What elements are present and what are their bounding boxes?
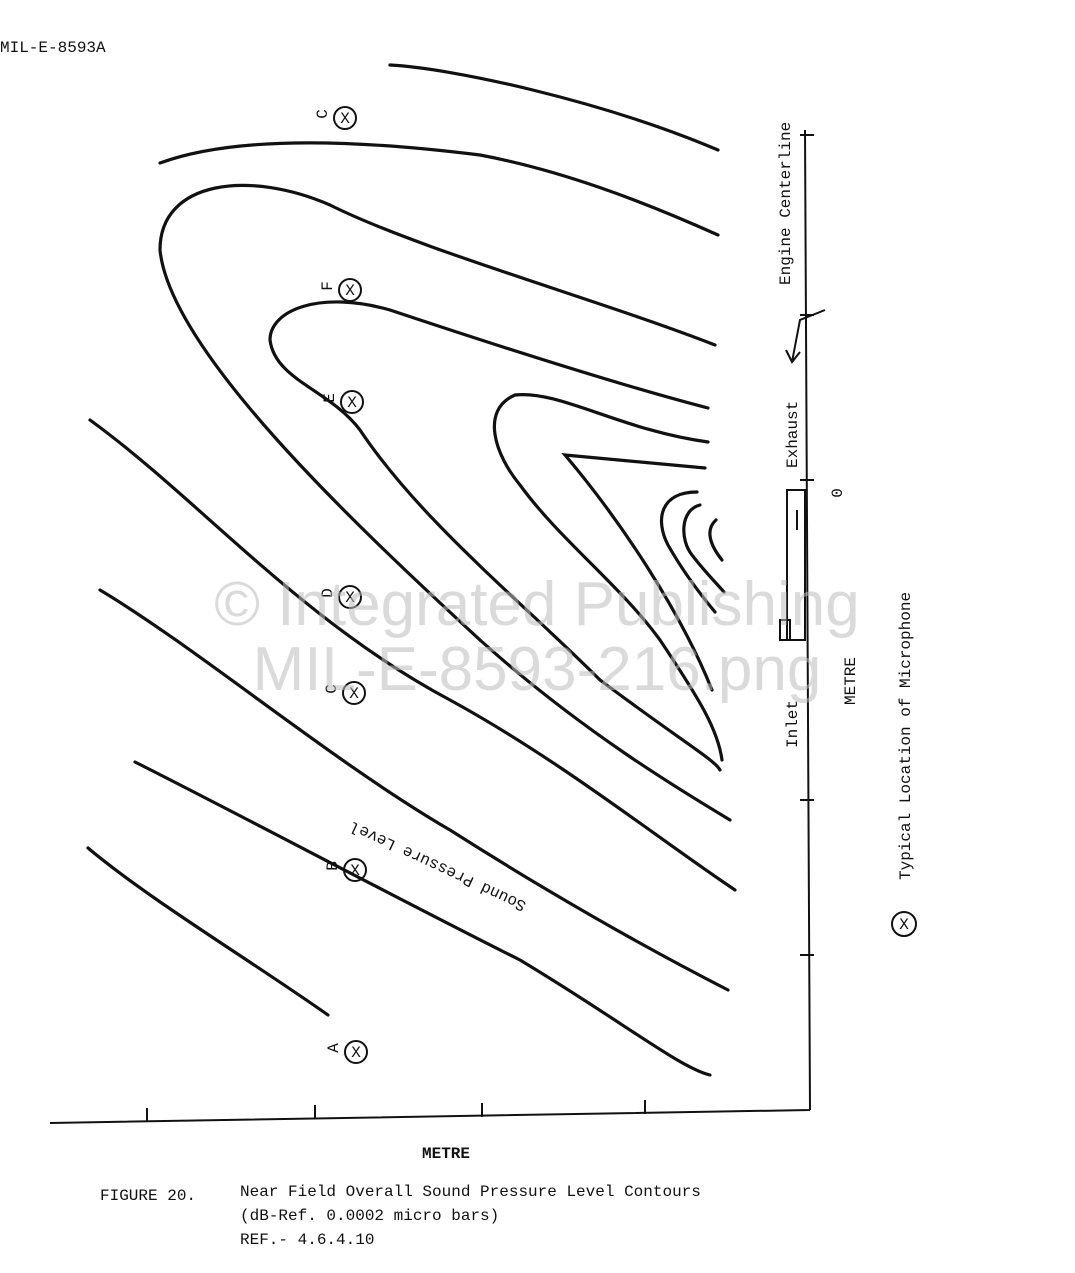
contours [86, 63, 737, 1077]
microphone-label: E [321, 393, 339, 403]
microphone-circle [342, 681, 366, 705]
contour-label: Sound Pressure Level [347, 817, 529, 914]
microphone-symbol: X [350, 862, 360, 880]
microphone-label: A [325, 1043, 343, 1053]
engine-centerline: Engine Centerline [777, 122, 795, 285]
microphone-circle [340, 390, 364, 414]
legend-symbol: X [899, 916, 909, 934]
caption-ref: REF.- 4.6.4.10 [240, 1231, 374, 1249]
microphone-circle [338, 585, 362, 609]
microphone-symbol: X [351, 1044, 361, 1062]
inlet-label: Inlet [784, 700, 802, 748]
microphone-symbol: X [340, 110, 350, 128]
microphone-symbol: X [347, 394, 357, 412]
legend-symbol-circle [891, 911, 917, 937]
caption-title: Near Field Overall Sound Pressure Level … [240, 1183, 701, 1201]
legend-text: Typical Location of Microphone [897, 592, 915, 880]
microphone-circle [338, 278, 362, 302]
microphone-circle [333, 106, 357, 130]
microphone-label: C [314, 109, 332, 119]
microphone-symbol: X [345, 589, 355, 607]
caption-number: FIGURE 20. [100, 1187, 196, 1205]
microphone-symbol: X [345, 282, 355, 300]
watermark: © Integrated Publishing [214, 570, 859, 639]
microphone-label: F [319, 281, 337, 291]
microphone-label: C [323, 684, 341, 694]
right-axis-label: METRE [842, 657, 860, 705]
bottom-axis-label: METRE [422, 1145, 470, 1163]
axes [49, 129, 826, 1124]
microphone-symbol: X [349, 685, 359, 703]
watermark: MIL-E-8593-216.png [253, 635, 822, 704]
microphone-circle [344, 1040, 368, 1064]
caption-subtitle: (dB-Ref. 0.0002 micro bars) [240, 1207, 499, 1225]
exhaust-label: Exhaust [784, 401, 802, 468]
microphone-label: B [324, 861, 342, 871]
doc-id: MIL-E-8593A [0, 39, 106, 57]
microphone-label: D [319, 588, 337, 598]
zero-label: 0 [829, 488, 847, 498]
microphone-circle [343, 858, 367, 882]
